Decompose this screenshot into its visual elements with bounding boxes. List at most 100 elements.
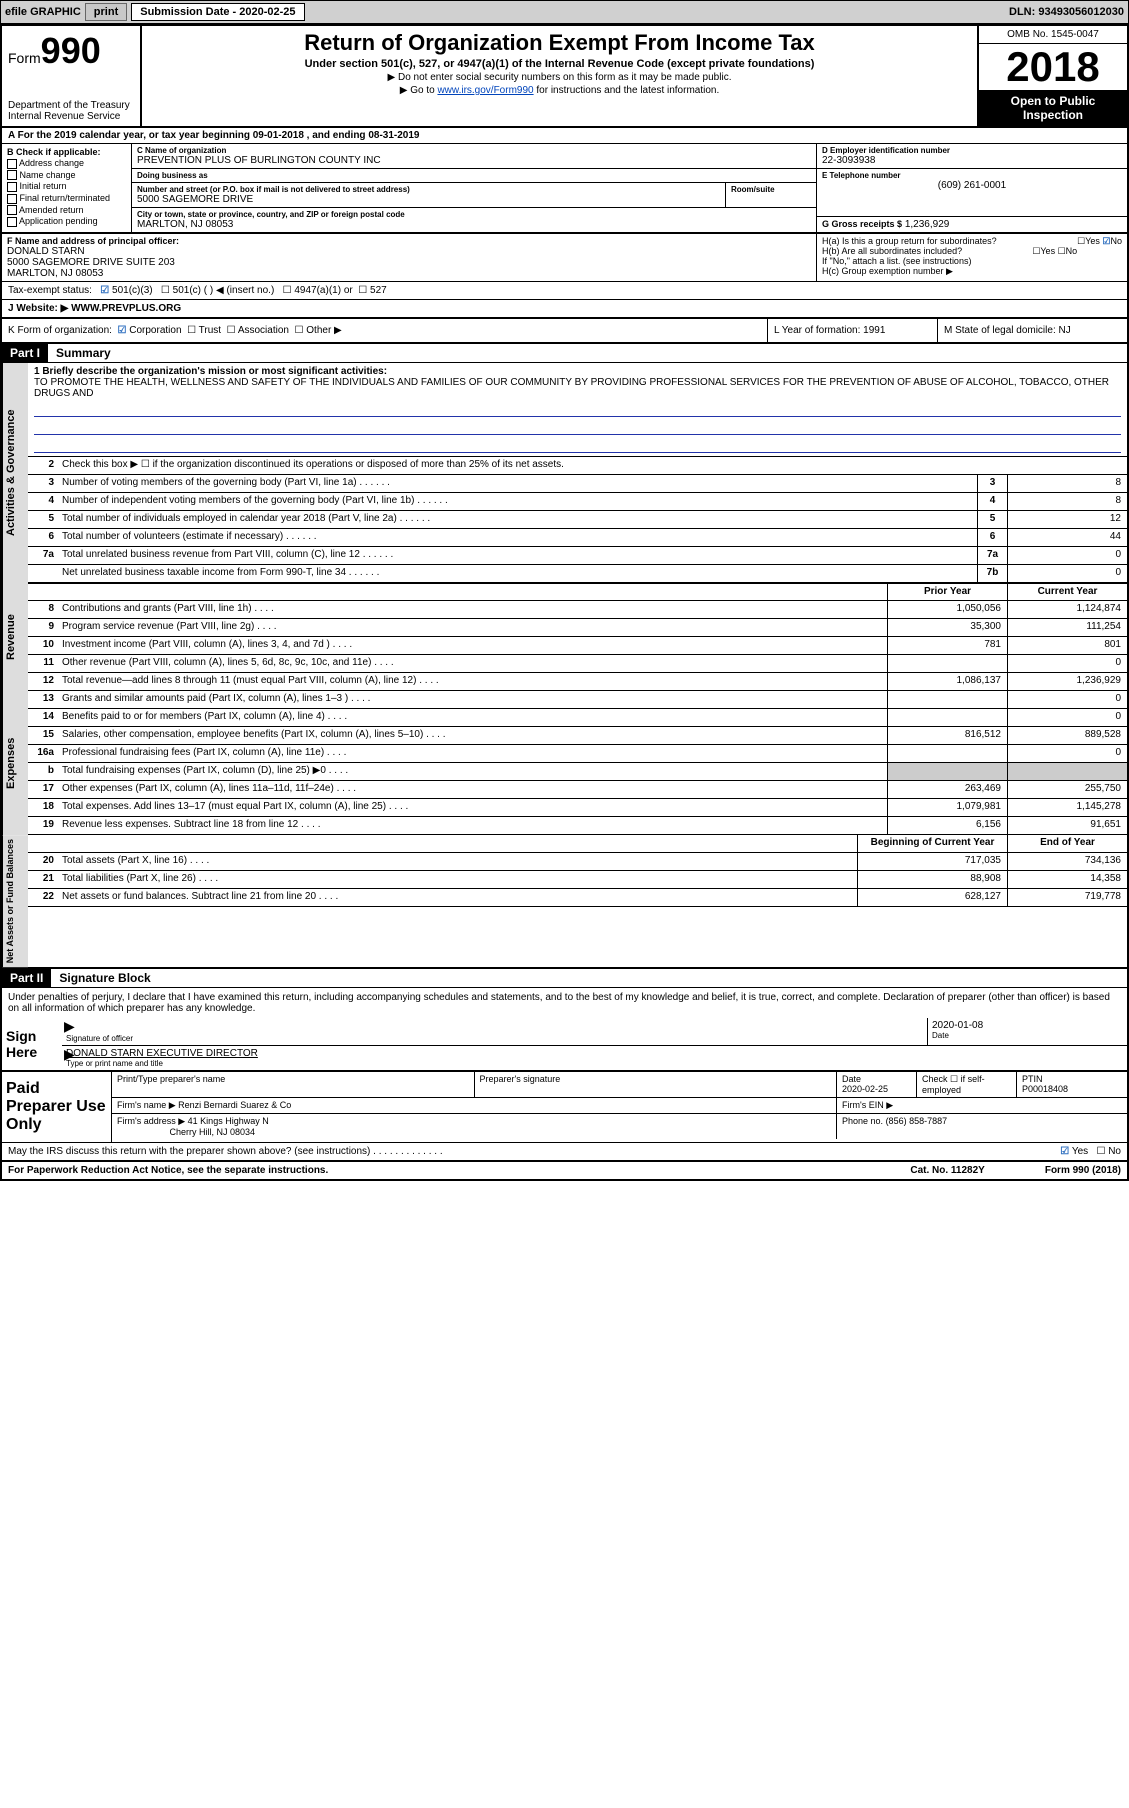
mission-text: TO PROMOTE THE HEALTH, WELLNESS AND SAFE… [34,377,1121,399]
side-net: Net Assets or Fund Balances [2,835,28,967]
line-16a: 16aProfessional fundraising fees (Part I… [28,745,1127,763]
line-18: 18Total expenses. Add lines 13–17 (must … [28,799,1127,817]
line-: Net unrelated business taxable income fr… [28,565,1127,583]
header-mid: Return of Organization Exempt From Incom… [142,26,977,126]
side-expenses: Expenses [2,691,28,835]
sign-here-row: Sign Here ▶ Signature of officer 2020-01… [2,1018,1127,1071]
period-row: A For the 2019 calendar year, or tax yea… [2,128,1127,144]
box-f: F Name and address of principal officer:… [2,234,817,281]
line-11: 11Other revenue (Part VIII, column (A), … [28,655,1127,673]
side-activities: Activities & Governance [2,363,28,583]
side-revenue: Revenue [2,583,28,691]
note-ssn: ▶ Do not enter social security numbers o… [150,72,969,83]
f-lbl: F Name and address of principal officer: [7,236,811,246]
line-14: 14Benefits paid to or for members (Part … [28,709,1127,727]
line-4: 4Number of independent voting members of… [28,493,1127,511]
chk-final: Final return/terminated [7,193,126,204]
officer-addr2: MARLTON, NJ 08053 [7,268,811,279]
dept-label: Department of the Treasury Internal Reve… [8,100,134,122]
officer-addr1: 5000 SAGEMORE DRIVE SUITE 203 [7,257,811,268]
note-link: ▶ Go to www.irs.gov/Form990 for instruct… [150,85,969,96]
footer: For Paperwork Reduction Act Notice, see … [2,1161,1127,1179]
footer-mid: Cat. No. 11282Y [910,1165,984,1176]
inspection-badge: Open to Public Inspection [979,90,1127,126]
org-name: PREVENTION PLUS OF BURLINGTON COUNTY INC [137,155,811,166]
irs-link[interactable]: www.irs.gov/Form990 [437,85,533,96]
tax-status-row: Tax-exempt status: ☑ 501(c)(3) ☐ 501(c) … [2,282,1127,300]
line-10: 10Investment income (Part VIII, column (… [28,637,1127,655]
line-6: 6Total number of volunteers (estimate if… [28,529,1127,547]
paid-label: Paid Preparer Use Only [2,1072,112,1142]
info-right: D Employer identification number 22-3093… [817,144,1127,232]
sign-here: Sign Here [2,1018,62,1070]
korg-row: K Form of organization: ☑ Corporation ☐ … [2,319,1127,344]
form-title: Return of Organization Exempt From Incom… [150,30,969,56]
header-left: Form990 Department of the Treasury Inter… [2,26,142,126]
phone-val: (609) 261-0001 [822,180,1122,191]
row-f-h: F Name and address of principal officer:… [2,234,1127,282]
line-19: 19Revenue less expenses. Subtract line 1… [28,817,1127,835]
line-8: 8Contributions and grants (Part VIII, li… [28,601,1127,619]
chk-initial: Initial return [7,181,126,192]
footer-right: Form 990 (2018) [1045,1165,1121,1176]
dba-lbl: Doing business as [137,171,811,180]
submission-date: Submission Date - 2020-02-25 [131,3,304,21]
form-prefix: Form [8,50,41,66]
form-number: 990 [41,30,101,71]
part1-header: Part I Summary [2,344,1127,363]
ein-val: 22-3093938 [822,155,1122,166]
year-formation: L Year of formation: 1991 [767,319,937,342]
box-c: C Name of organization PREVENTION PLUS O… [132,144,817,232]
box-b: B Check if applicable: Address change Na… [2,144,132,232]
website-row: J Website: ▶ WWW.PREVPLUS.ORG [2,300,1127,319]
phone-lbl: E Telephone number [822,171,1122,180]
officer-typed: DONALD STARN EXECUTIVE DIRECTOR [66,1048,1123,1059]
line-15: 15Salaries, other compensation, employee… [28,727,1127,745]
section-activities: Activities & Governance 1 Briefly descri… [2,363,1127,583]
efile-label: efile GRAPHIC [5,6,81,18]
chk-address: Address change [7,158,126,169]
city-lbl: City or town, state or province, country… [137,210,811,219]
chk-amended: Amended return [7,205,126,216]
section-expenses: Expenses 13Grants and similar amounts pa… [2,691,1127,835]
domicile: M State of legal domicile: NJ [937,319,1127,342]
print-button[interactable]: print [85,3,127,21]
discuss-row: May the IRS discuss this return with the… [2,1143,1127,1161]
line-21: 21Total liabilities (Part X, line 26) . … [28,871,1127,889]
name-lbl: C Name of organization [137,146,811,155]
form-header: Form990 Department of the Treasury Inter… [2,26,1127,128]
line-12: 12Total revenue—add lines 8 through 11 (… [28,673,1127,691]
omb-number: OMB No. 1545-0047 [979,26,1127,44]
line-17: 17Other expenses (Part IX, column (A), l… [28,781,1127,799]
dln-label: DLN: 93493056012030 [1009,6,1124,18]
declaration: Under penalties of perjury, I declare th… [2,988,1127,1018]
line-13: 13Grants and similar amounts paid (Part … [28,691,1127,709]
line-b: bTotal fundraising expenses (Part IX, co… [28,763,1127,781]
officer-name: DONALD STARN [7,246,811,257]
box-b-title: B Check if applicable: [7,147,126,157]
line-22: 22Net assets or fund balances. Subtract … [28,889,1127,907]
mission-block: 1 Briefly describe the organization's mi… [28,363,1127,457]
chk-name: Name change [7,170,126,181]
header-right: OMB No. 1545-0047 2018 Open to Public In… [977,26,1127,126]
website-val: WWW.PREVPLUS.ORG [71,303,181,314]
part2-header: Part II Signature Block [2,969,1127,988]
addr-lbl: Number and street (or P.O. box if mail i… [137,185,720,194]
box-h: H(a) Is this a group return for subordin… [817,234,1127,281]
section-netassets: Net Assets or Fund Balances Beginning of… [2,835,1127,969]
chk-pending: Application pending [7,216,126,227]
firm-name: Renzi Bernardi Suarez & Co [178,1100,291,1110]
tax-year: 2018 [979,44,1127,90]
gross-val: 1,236,929 [905,219,950,230]
form-subtitle: Under section 501(c), 527, or 4947(a)(1)… [150,58,969,70]
form-990: Form990 Department of the Treasury Inter… [0,24,1129,1181]
info-grid: B Check if applicable: Address change Na… [2,144,1127,234]
org-city: MARLTON, NJ 08053 [137,219,811,230]
paid-preparer: Paid Preparer Use Only Print/Type prepar… [2,1071,1127,1143]
room-lbl: Room/suite [731,185,811,194]
ein-lbl: D Employer identification number [822,146,1122,155]
line-5: 5Total number of individuals employed in… [28,511,1127,529]
org-addr: 5000 SAGEMORE DRIVE [137,194,720,205]
top-bar: efile GRAPHIC print Submission Date - 20… [0,0,1129,24]
footer-left: For Paperwork Reduction Act Notice, see … [8,1165,328,1176]
